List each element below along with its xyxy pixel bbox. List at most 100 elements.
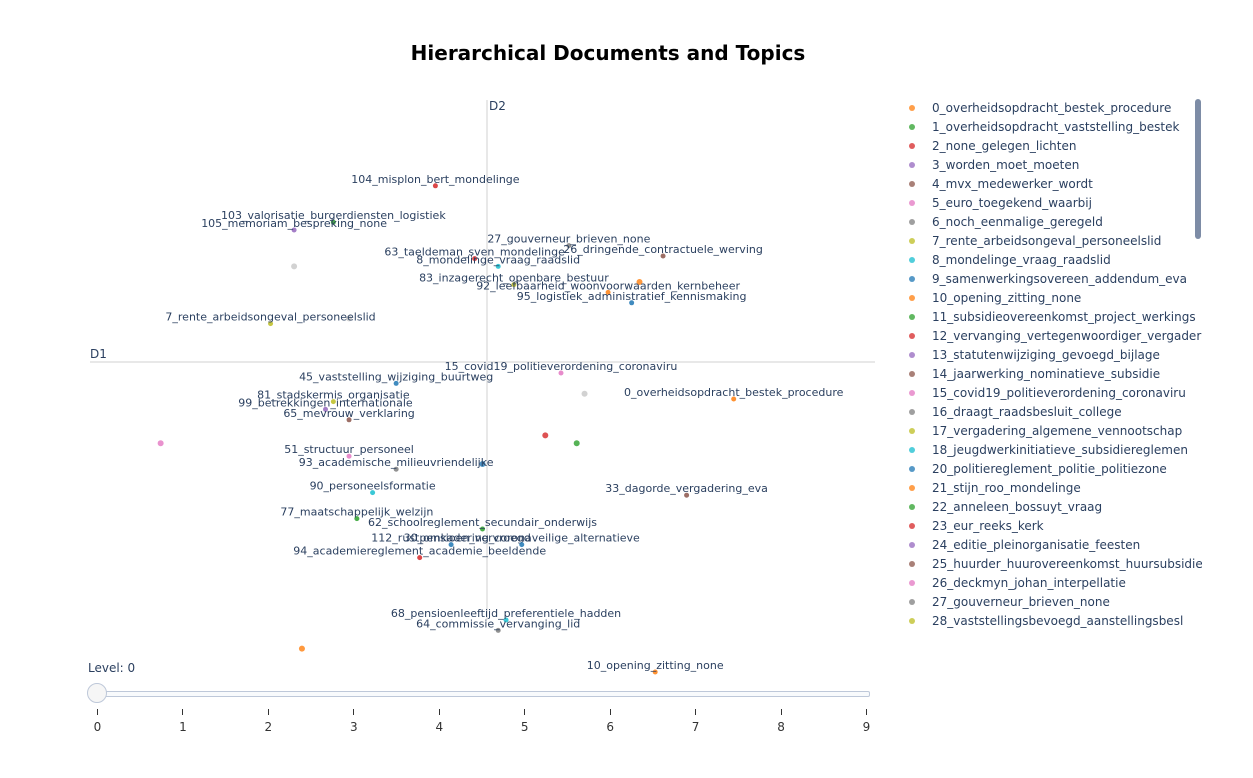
data-point[interactable] [432,183,438,189]
data-point[interactable] [684,492,690,498]
legend-item-label: 17_vergadering_algemene_vennootschap [932,423,1183,438]
legend-item[interactable]: 9_samenwerkingsovereen_addendum_eva [902,269,1202,288]
legend-item[interactable]: 25_huurder_huurovereenkomst_huursubsidie [902,554,1202,573]
legend-item[interactable]: 0_overheidsopdracht_bestek_procedure [902,98,1202,117]
level-slider-handle[interactable] [87,683,107,703]
data-point[interactable] [652,669,658,675]
data-point[interactable] [393,380,399,386]
legend-item[interactable]: 21_stijn_roo_mondelinge [902,478,1202,497]
data-point[interactable] [495,627,501,633]
legend-item[interactable]: 4_mvx_medewerker_wordt [902,174,1202,193]
legend-item-label: 6_noch_eenmalige_geregeld [932,214,1103,229]
slider-tick-label: 8 [777,720,785,734]
legend-item[interactable]: 6_noch_eenmalige_geregeld [902,212,1202,231]
data-point-label: 27_gouverneur_brieven_none [487,233,650,246]
legend-item[interactable]: 13_statutenwijziging_gevoegd_bijlage [902,345,1202,364]
data-point[interactable] [330,399,336,405]
data-point[interactable] [558,370,564,376]
data-point-label: 15_covid19_politieverordening_coronaviru [445,360,678,373]
legend[interactable]: 0_overheidsopdracht_bestek_procedure 1_ov… [902,98,1202,638]
data-point[interactable] [157,440,164,447]
legend-item-label: 14_jaarwerking_nominatieve_subsidie [932,366,1161,381]
legend-marker-icon [909,123,915,130]
data-point[interactable] [629,300,635,306]
legend-item[interactable]: 27_gouverneur_brieven_none [902,592,1202,611]
legend-item[interactable]: 20_politiereglement_politie_politiezone [902,459,1202,478]
legend-item[interactable]: 8_mondelinge_vraag_raadslid [902,250,1202,269]
data-point[interactable] [393,466,399,472]
data-point[interactable] [636,279,643,285]
data-point[interactable] [573,440,580,447]
x-axis-label: D1 [90,347,107,361]
data-point[interactable] [511,282,517,288]
data-point[interactable] [605,289,611,295]
data-point[interactable] [346,453,352,459]
data-point[interactable] [346,315,353,322]
slider-tick [780,709,782,715]
legend-item[interactable]: 17_vergadering_algemene_vennootschap [902,421,1202,440]
data-point[interactable] [480,526,485,532]
legend-marker-icon [909,370,915,377]
data-point[interactable] [581,390,588,397]
data-point-label: 0_overheidsopdracht_bestek_procedure [624,386,844,399]
level-slider-track[interactable] [96,691,870,697]
data-point[interactable] [346,417,352,423]
points-layer: 104_misplon_bert_mondelinge 103_valorisat… [157,173,844,675]
slider-tick [353,709,355,715]
legend-item[interactable]: 22_anneleen_bossuyt_vraag [902,497,1202,516]
legend-item[interactable]: 11_subsidieovereenkomst_project_werkings [902,307,1202,326]
legend-item[interactable]: 10_opening_zitting_none [902,288,1202,307]
legend-item[interactable]: 7_rente_arbeidsongeval_personeelslid [902,231,1202,250]
data-point-label: 104_misplon_bert_mondelinge [351,173,520,186]
data-point[interactable] [291,263,298,270]
legend-scrollbar[interactable] [1195,99,1201,239]
data-point-label: 83_inzagerecht_openbare_bestuur [419,272,609,285]
data-point[interactable] [660,253,666,259]
legend-marker-icon [909,142,915,149]
data-point[interactable] [495,263,501,269]
legend-item[interactable]: 15_covid19_politieverordening_coronaviru [902,383,1202,402]
legend-item[interactable]: 23_eur_reeks_kerk [902,516,1202,535]
data-point[interactable] [330,219,336,225]
legend-item-label: 8_mondelinge_vraag_raadslid [932,252,1111,267]
data-point-label: 68_pensioenleeftijd_preferentiele_hadden [391,607,621,620]
legend-item-label: 28_vaststellingsbevoegd_aanstellingsbesl [932,613,1184,628]
legend-item[interactable]: 2_none_gelegen_lichten [902,136,1202,155]
legend-item[interactable]: 18_jeugdwerkinitiatieve_subsidiereglemen [902,440,1202,459]
legend-item[interactable]: 24_editie_pleinorganisatie_feesten [902,535,1202,554]
slider-tick [438,709,440,715]
legend-item-label: 15_covid19_politieverordening_coronaviru [932,385,1186,400]
legend-marker-icon [909,256,915,263]
legend-item[interactable]: 12_vervanging_vertegenwoordiger_vergader [902,326,1202,345]
data-point[interactable] [472,256,478,262]
legend-item-label: 2_none_gelegen_lichten [932,138,1077,153]
data-point[interactable] [354,516,360,522]
data-point-label: 103_valorisatie_burgerdiensten_logistiek [221,209,446,222]
legend-item[interactable]: 3_worden_moet_moeten [902,155,1202,174]
legend-marker-icon [909,541,915,548]
data-point[interactable] [323,406,328,412]
data-point[interactable] [291,227,297,233]
legend-marker-icon [909,237,915,244]
legend-item[interactable]: 26_deckmyn_johan_interpellatie [902,573,1202,592]
data-point[interactable] [448,542,454,548]
legend-marker-icon [909,313,915,320]
legend-item[interactable]: 16_draagt_raadsbesluit_college [902,402,1202,421]
data-point[interactable] [370,490,376,496]
data-point[interactable] [417,555,423,561]
data-point[interactable] [731,396,737,402]
data-point[interactable] [503,617,509,623]
data-point[interactable] [298,645,305,652]
legend-item[interactable]: 5_euro_toegekend_waarbij [902,193,1202,212]
slider-tick [182,709,184,715]
legend-item[interactable]: 14_jaarwerking_nominatieve_subsidie [902,364,1202,383]
data-point[interactable] [566,243,572,249]
legend-item-label: 4_mvx_medewerker_wordt [932,176,1093,191]
data-point[interactable] [479,461,486,467]
legend-item[interactable]: 28_vaststellingsbevoegd_aanstellingsbesl [902,611,1202,630]
legend-item[interactable]: 1_overheidsopdracht_vaststelling_bestek [902,117,1202,136]
data-point[interactable] [519,542,525,548]
data-point[interactable] [542,432,549,439]
data-point[interactable] [268,321,274,327]
